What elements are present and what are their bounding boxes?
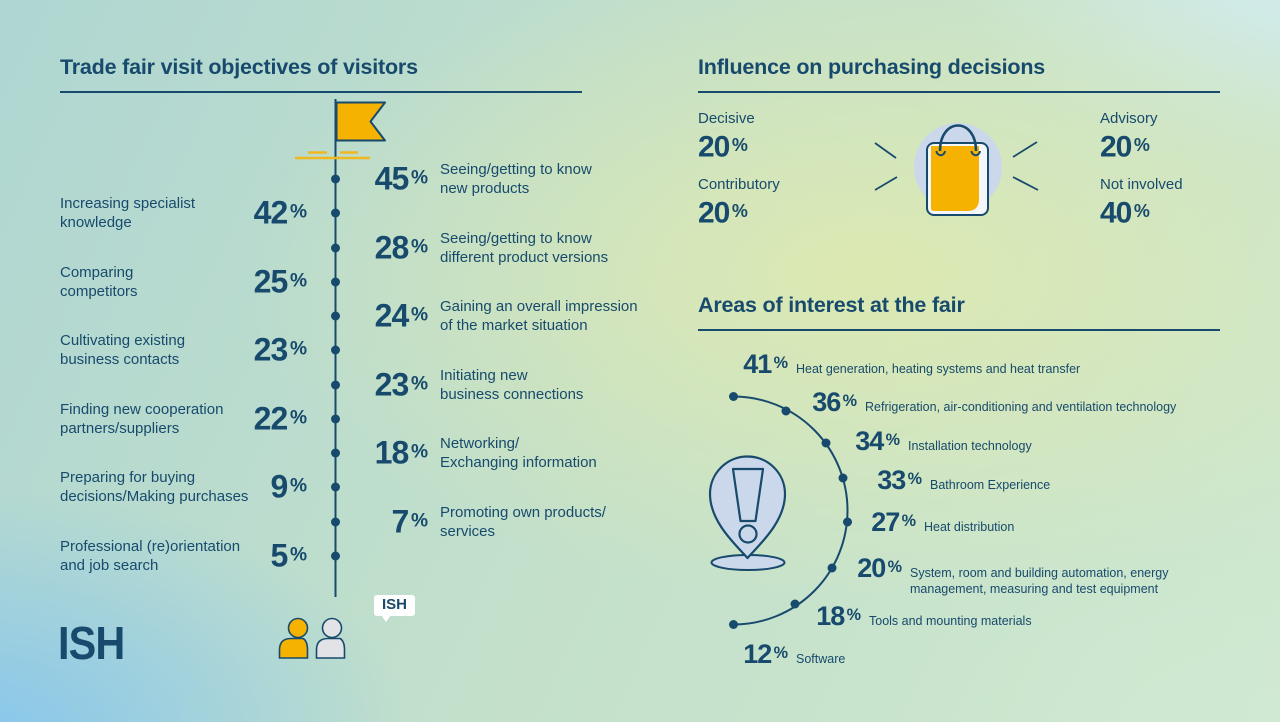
- stat-value: 20%: [1100, 130, 1150, 164]
- objective-row: Professional (re)orientation and job sear…: [60, 534, 307, 578]
- objective-label: Networking/Exchanging information: [440, 435, 597, 471]
- influence-stat: Decisive 20%: [698, 110, 888, 164]
- area-label: Refrigeration, air-conditioning and vent…: [865, 400, 1177, 414]
- objectives-title: Trade fair visit objectives of visitors: [60, 55, 418, 79]
- objective-row: 24% Gaining an overall impression of the …: [340, 294, 650, 338]
- objective-label: Increasing specialist knowledge: [60, 195, 196, 231]
- area-row: 27% Heat distribution: [786, 507, 1014, 538]
- stat-value: 20%: [698, 196, 748, 230]
- objective-label: Promoting own products/services: [440, 504, 606, 540]
- area-value: 33%: [877, 465, 922, 495]
- objective-value: 23%: [253, 331, 307, 368]
- objective-label: Finding new cooperation partners/supplier…: [60, 401, 224, 437]
- objective-value: 28%: [374, 229, 428, 266]
- objective-row: 7% Promoting own products/services: [340, 500, 650, 544]
- objective-label: Seeing/getting to know new products: [440, 161, 592, 197]
- influence-stat: Advisory 20%: [1100, 110, 1280, 164]
- objective-label: Initiating new business connections: [440, 367, 584, 403]
- objective-label: Comparing competitors: [60, 264, 138, 300]
- area-label: Tools and mounting materials: [869, 614, 1032, 628]
- objective-value: 45%: [374, 160, 428, 197]
- area-value: 34%: [855, 426, 900, 456]
- stat-label: Not involved: [1100, 176, 1183, 193]
- areas-title: Areas of interest at the fair: [698, 293, 965, 317]
- objective-row: Preparing for buying decisions/Making pur…: [60, 465, 307, 509]
- areas-title-rule: [698, 329, 1220, 331]
- shopping-bag-icon: [874, 123, 1039, 216]
- area-row: 41% Heat generation, heating systems and…: [658, 349, 1080, 380]
- area-row: 36% Refrigeration, air-conditioning and …: [727, 387, 1176, 418]
- area-label: System, room and building automation, en…: [910, 566, 1169, 596]
- objective-value: 18%: [374, 434, 428, 471]
- objective-value: 7%: [391, 503, 428, 540]
- area-value: 20%: [857, 553, 902, 583]
- shine-lines-icon: [874, 141, 1039, 191]
- objective-row: 28% Seeing/getting to know different prod…: [340, 226, 650, 270]
- area-value: 41%: [743, 349, 788, 379]
- objective-value: 22%: [253, 400, 307, 437]
- area-label: Heat generation, heating systems and hea…: [796, 362, 1081, 376]
- influence-stat: Contributory 20%: [698, 176, 888, 230]
- area-label: Heat distribution: [924, 520, 1015, 534]
- stat-label: Decisive: [698, 110, 755, 127]
- two-visitors-icon: [278, 617, 346, 659]
- area-value: 27%: [871, 507, 916, 537]
- influence-title: Influence on purchasing decisions: [698, 55, 1046, 79]
- objective-value: 25%: [253, 263, 307, 300]
- ish-logo: ISH: [58, 617, 125, 669]
- area-label: Software: [796, 652, 846, 666]
- objective-row: Comparing competitors 25%: [60, 260, 307, 304]
- objective-value: 23%: [374, 366, 428, 403]
- area-row: 12% Software: [658, 639, 845, 670]
- stat-value: 20%: [698, 130, 748, 164]
- speech-bubble: ISH: [374, 595, 416, 622]
- area-value: 18%: [816, 601, 861, 631]
- area-row: 18% Tools and mounting materials: [731, 601, 1032, 632]
- objective-value: 5%: [270, 537, 307, 574]
- stat-label: Contributory: [698, 176, 780, 193]
- objective-row: 45% Seeing/getting to know new products: [340, 157, 650, 201]
- objective-value: 24%: [374, 297, 428, 334]
- influence-stat: Not involved 40%: [1100, 176, 1280, 230]
- objective-label: Preparing for buying decisions/Making pur…: [60, 469, 249, 505]
- stat-value: 40%: [1100, 196, 1150, 230]
- area-value: 12%: [743, 639, 788, 669]
- objective-value: 9%: [270, 468, 307, 505]
- objective-row: Finding new cooperation partners/supplier…: [60, 397, 307, 441]
- location-pin-exclamation-icon: [708, 455, 787, 571]
- timeline-dots: [331, 174, 340, 561]
- area-value: 36%: [812, 387, 857, 417]
- objectives-title-rule: [60, 91, 582, 93]
- area-row: 34% Installation technology: [770, 426, 1032, 457]
- objective-label: Seeing/getting to know different product …: [440, 230, 609, 266]
- area-label: Bathroom Experience: [930, 478, 1051, 492]
- objective-row: Increasing specialist knowledge 42%: [60, 191, 307, 235]
- objective-row: 18% Networking/Exchanging information: [340, 431, 650, 475]
- area-row: 20% System, room and building automation…: [772, 553, 1168, 597]
- interest-arc: [729, 392, 852, 629]
- objective-label: Cultivating existing business contacts: [60, 332, 186, 368]
- area-row: 33% Bathroom Experience: [792, 465, 1050, 496]
- objective-row: Cultivating existing business contacts 23…: [60, 328, 307, 372]
- objective-label: Gaining an overall impression of the mark…: [440, 298, 638, 334]
- objective-row: 23% Initiating new business connections: [340, 363, 650, 407]
- objective-label: Professional (re)orientation and job sear…: [60, 538, 241, 574]
- influence-title-rule: [698, 91, 1220, 93]
- objective-value: 42%: [253, 194, 307, 231]
- area-label: Installation technology: [908, 439, 1032, 453]
- stat-label: Advisory: [1100, 110, 1158, 127]
